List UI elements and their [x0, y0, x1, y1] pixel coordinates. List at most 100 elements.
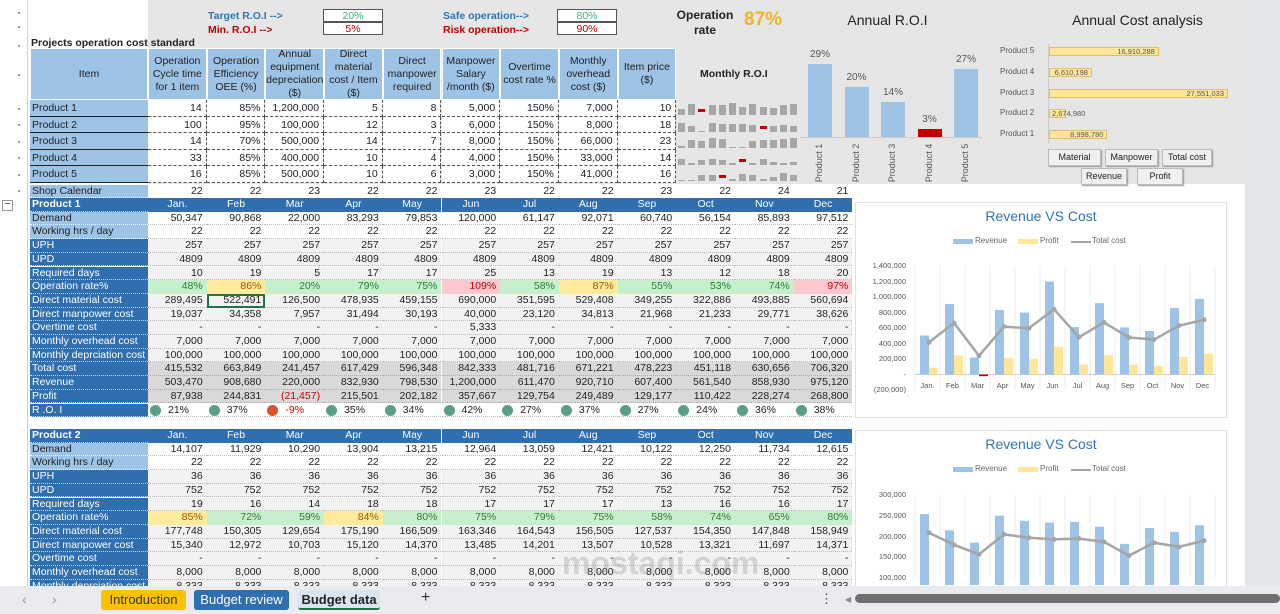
standard-cell[interactable]: 41,000 — [558, 166, 618, 183]
data-cell[interactable]: 8,333 — [265, 579, 325, 586]
data-cell[interactable]: 74% — [676, 511, 735, 525]
data-cell[interactable]: 19,037 — [148, 307, 207, 322]
data-cell[interactable]: 100,000 — [793, 348, 853, 363]
data-cell[interactable]: 13 — [500, 266, 559, 281]
data-cell[interactable]: 10,528 — [617, 538, 677, 553]
data-cell[interactable]: 611,470 — [500, 376, 559, 390]
shop-calendar-cell[interactable]: 24 — [778, 185, 790, 197]
data-cell[interactable]: 74% — [735, 280, 794, 294]
data-cell[interactable]: 25 — [441, 266, 501, 281]
data-cell[interactable]: 20 — [793, 266, 853, 281]
standard-cell[interactable]: 100 — [148, 116, 207, 134]
data-cell[interactable]: 36 — [500, 470, 559, 484]
standard-cell[interactable]: 85% — [206, 100, 266, 117]
data-cell[interactable]: 177,748 — [148, 524, 207, 539]
data-cell[interactable]: 100,000 — [441, 348, 501, 363]
standard-cell[interactable]: 85% — [206, 166, 266, 183]
data-cell[interactable]: 522,491 — [206, 293, 266, 308]
data-cell[interactable]: - — [206, 552, 266, 566]
data-cell[interactable]: 16 — [735, 497, 794, 512]
data-cell[interactable]: 7,000 — [148, 335, 207, 349]
data-cell[interactable]: 22 — [500, 456, 559, 471]
data-cell[interactable]: 58% — [617, 511, 677, 525]
data-cell[interactable]: 100,000 — [676, 348, 735, 363]
data-cell[interactable]: 13 — [617, 497, 677, 512]
data-cell[interactable]: 8,000 — [265, 566, 325, 580]
data-cell[interactable]: 19 — [558, 266, 618, 281]
data-cell[interactable]: 12,964 — [441, 442, 501, 457]
data-cell[interactable]: 22 — [676, 225, 735, 240]
data-cell[interactable]: 4809 — [441, 252, 501, 267]
data-cell[interactable]: 22 — [206, 225, 266, 240]
data-cell[interactable]: 126,500 — [265, 293, 325, 308]
roi-cell[interactable]: 24% — [676, 403, 735, 418]
data-cell[interactable]: 244,831 — [206, 389, 266, 404]
material-button[interactable]: Material — [1048, 149, 1101, 166]
data-cell[interactable]: 19 — [148, 497, 207, 512]
data-cell[interactable]: 147,848 — [735, 524, 794, 539]
data-cell[interactable]: 22 — [617, 456, 677, 471]
data-cell[interactable]: 357,667 — [441, 389, 501, 404]
standard-cell[interactable]: 6,000 — [441, 116, 501, 134]
shop-calendar-cell[interactable]: 22 — [425, 185, 438, 197]
data-cell[interactable]: 663,849 — [206, 362, 266, 377]
data-cell[interactable]: 22 — [441, 456, 501, 471]
standard-cell[interactable]: 14 — [148, 133, 207, 150]
data-cell[interactable]: 13,215 — [382, 442, 442, 457]
data-cell[interactable]: 8,000 — [558, 566, 618, 580]
safe-operation-input[interactable]: 80% — [557, 9, 617, 22]
data-cell[interactable]: 90,868 — [206, 211, 266, 226]
data-cell[interactable]: 13,904 — [324, 442, 383, 457]
standard-cell[interactable]: 16 — [148, 166, 207, 183]
data-cell[interactable]: 7,957 — [265, 307, 325, 322]
data-cell[interactable]: 17 — [441, 497, 501, 512]
data-cell[interactable]: - — [382, 552, 442, 566]
standard-cell[interactable]: 14 — [148, 100, 207, 117]
data-cell[interactable]: 75% — [382, 280, 442, 294]
data-cell[interactable]: 351,595 — [500, 293, 559, 308]
more-options-icon[interactable]: ⋮ — [820, 591, 833, 606]
data-cell[interactable]: 798,530 — [382, 376, 442, 390]
data-cell[interactable]: 12,615 — [793, 442, 853, 457]
standard-cell[interactable]: 4,000 — [441, 149, 501, 167]
roi-cell[interactable]: -9% — [265, 403, 325, 418]
prev-sheet-icon[interactable]: ‹ — [22, 591, 27, 607]
standard-cell[interactable]: 33,000 — [558, 149, 618, 167]
data-cell[interactable]: 158,949 — [793, 524, 853, 539]
data-cell[interactable]: 19 — [206, 266, 266, 281]
data-cell[interactable]: - — [206, 321, 266, 335]
data-cell[interactable]: 22 — [558, 456, 618, 471]
tab-introduction[interactable]: Introduction — [101, 590, 186, 610]
data-cell[interactable]: 100,000 — [500, 348, 559, 363]
data-cell[interactable]: 257 — [500, 239, 559, 253]
shop-calendar-cell[interactable]: 22 — [191, 185, 203, 197]
shop-calendar-cell[interactable]: 22 — [543, 185, 555, 197]
data-cell[interactable]: 7,000 — [735, 335, 794, 349]
data-cell[interactable]: 85,893 — [735, 211, 794, 226]
data-cell[interactable]: 349,255 — [617, 293, 677, 308]
data-cell[interactable]: 20% — [265, 280, 325, 294]
data-cell[interactable]: 8,333 — [558, 579, 618, 586]
data-cell[interactable]: 630,656 — [735, 362, 794, 377]
data-cell[interactable]: 8,000 — [676, 566, 735, 580]
data-cell[interactable]: 127,537 — [617, 524, 677, 539]
data-cell[interactable]: 8,333 — [206, 579, 266, 586]
data-cell[interactable]: 14,107 — [148, 442, 207, 457]
data-cell[interactable]: 415,532 — [148, 362, 207, 377]
data-cell[interactable]: 561,540 — [676, 376, 735, 390]
data-cell[interactable]: 36 — [558, 470, 618, 484]
data-cell[interactable]: 15,340 — [148, 538, 207, 553]
data-cell[interactable]: 16 — [206, 497, 266, 512]
standard-cell[interactable]: 18 — [617, 116, 677, 134]
data-cell[interactable]: 257 — [206, 239, 266, 253]
data-cell[interactable]: 257 — [617, 239, 677, 253]
data-cell[interactable]: 10,290 — [265, 442, 325, 457]
data-cell[interactable]: 100,000 — [148, 348, 207, 363]
data-cell[interactable]: 22 — [735, 456, 794, 471]
data-cell[interactable]: 12,972 — [206, 538, 266, 553]
data-cell[interactable]: 13,507 — [558, 538, 618, 553]
data-cell[interactable]: 36 — [441, 470, 501, 484]
data-cell[interactable]: 22,000 — [265, 211, 325, 226]
data-cell[interactable]: 36 — [206, 470, 266, 484]
data-cell[interactable]: 22 — [382, 225, 442, 240]
